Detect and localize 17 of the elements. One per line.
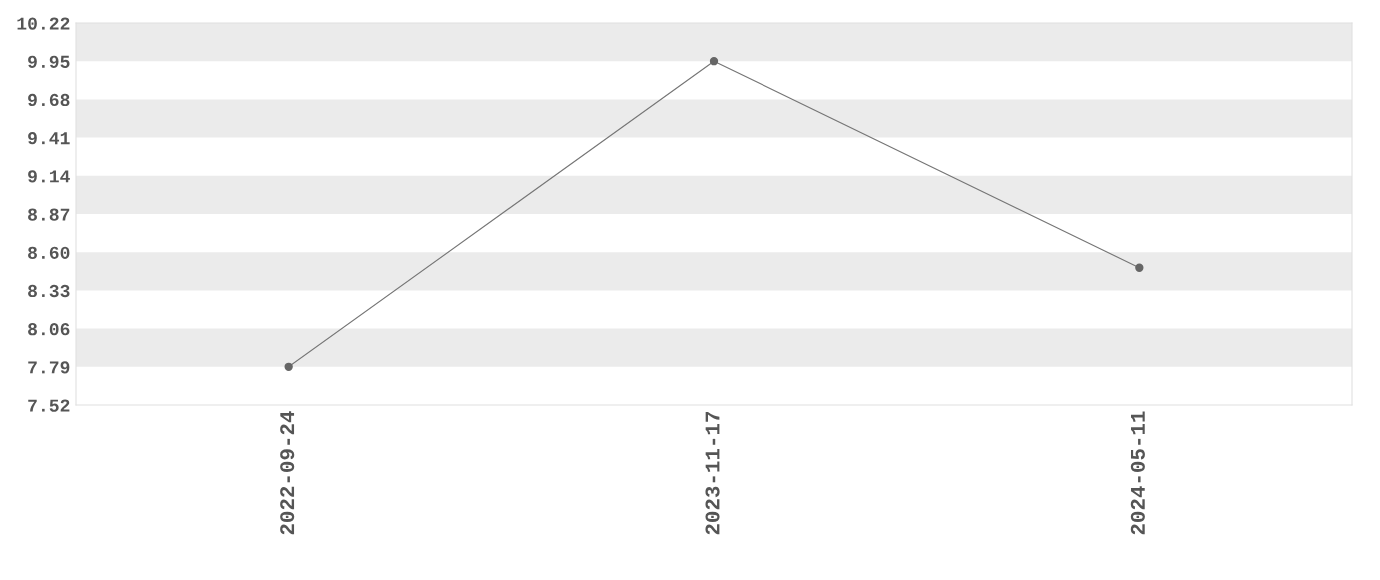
point [709,57,719,66]
y-tick-label: 8.87 [28,208,70,221]
y-tick-label: 7.79 [28,361,70,374]
y-tick-label: 8.60 [28,246,70,259]
y-tick-label: 9.95 [28,55,70,68]
x-tick-label: 2024-05-11 [1130,411,1145,535]
point [284,362,293,371]
y-tick-label: 8.06 [28,323,70,336]
y-tick-label: 9.14 [28,170,70,183]
y-tick-label: 8.33 [28,284,70,298]
x-tick-label: 2023-11-17 [705,411,720,535]
y-tick-label: 9.68 [28,93,70,107]
y-tick-label: 9.41 [28,132,70,145]
x-tick-label: 2022-09-24 [280,411,295,535]
y-tick-label: 7.52 [28,399,70,412]
point [1135,263,1144,272]
y-tick-label: 10.22 [17,17,70,30]
